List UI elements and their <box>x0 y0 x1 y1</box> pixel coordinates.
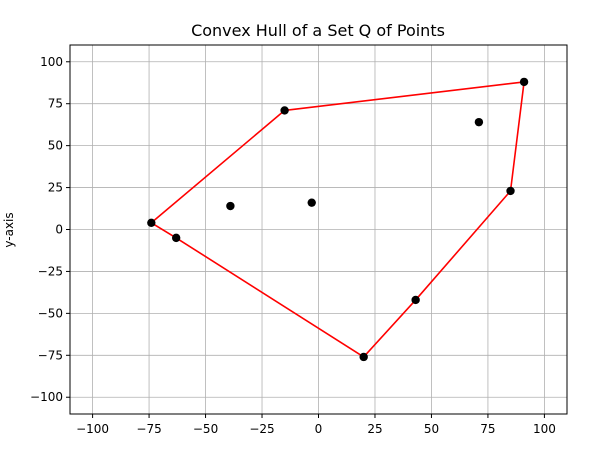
x-tick-label: 0 <box>315 422 323 436</box>
x-tick-label: 50 <box>424 422 439 436</box>
data-point-8 <box>506 186 515 196</box>
x-tick-label: 75 <box>480 422 495 436</box>
y-tick-label: −75 <box>38 348 63 362</box>
data-point-0 <box>147 218 156 227</box>
y-tick-label: −100 <box>30 390 63 404</box>
y-axis-ticks: −100 −75 −50 −25 0 25 50 75 100 <box>30 55 70 404</box>
y-tick-label: −50 <box>38 306 63 320</box>
x-axis-ticks: −100 −75 −50 −25 0 25 50 75 100 <box>76 414 556 436</box>
x-tick-label: −50 <box>193 422 218 436</box>
data-points <box>147 77 529 362</box>
y-tick-label: 25 <box>48 181 63 195</box>
y-tick-label: 0 <box>55 223 63 237</box>
y-axis-label: y-axis <box>2 212 16 247</box>
data-point-7 <box>474 117 484 127</box>
y-tick-label: 50 <box>48 139 63 153</box>
hull-line <box>150 81 525 358</box>
data-point-6 <box>411 295 420 305</box>
y-tick-label: −25 <box>38 264 63 278</box>
data-point-1 <box>171 233 181 243</box>
chart-title: Convex Hull of a Set Q of Points <box>191 21 445 40</box>
data-point-5 <box>359 352 368 362</box>
x-tick-label: −25 <box>249 422 274 436</box>
data-point-3 <box>280 106 289 115</box>
grid-lines <box>70 45 567 414</box>
x-tick-label: 100 <box>533 422 556 436</box>
data-point-9 <box>519 77 529 87</box>
x-tick-label: −100 <box>76 422 109 436</box>
data-point-2 <box>226 201 235 211</box>
y-tick-label: 75 <box>48 97 63 111</box>
x-tick-label: 25 <box>367 422 382 436</box>
data-point-4 <box>307 198 316 207</box>
x-tick-label: −75 <box>136 422 161 436</box>
y-tick-label: 100 <box>40 55 63 69</box>
convex-hull <box>150 81 525 358</box>
